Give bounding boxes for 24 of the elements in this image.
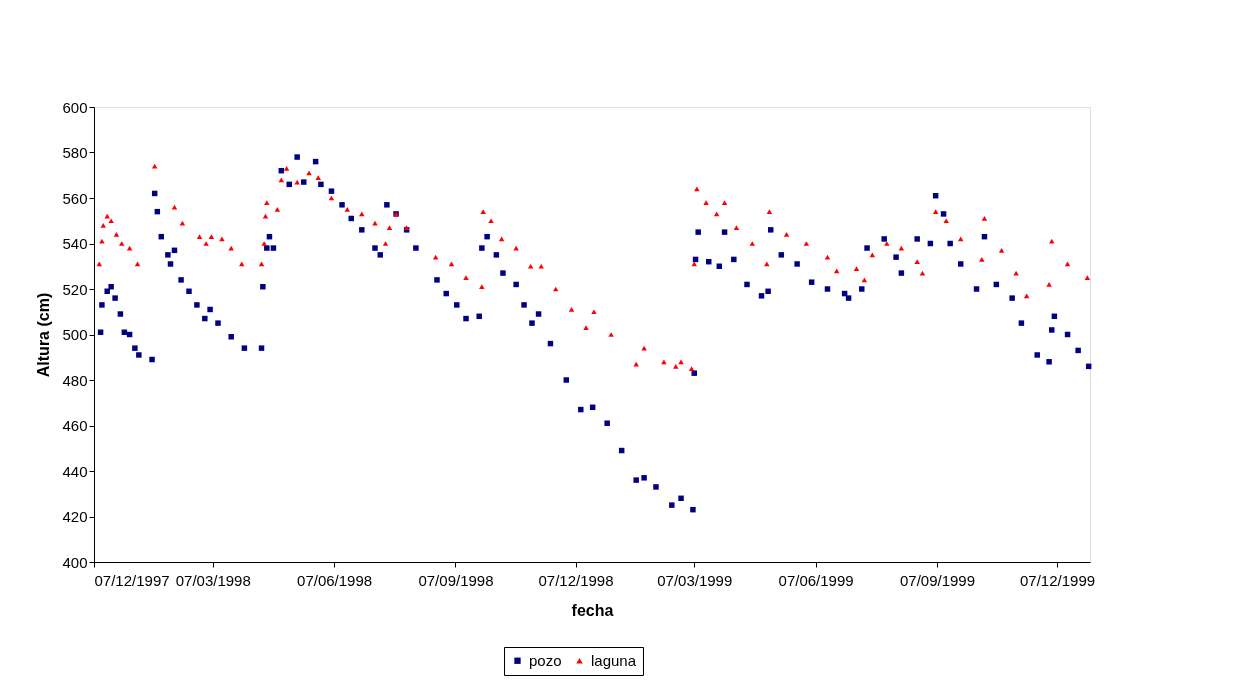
x-tick-label: 07/06/1998	[297, 571, 373, 589]
y-tick-label: 460	[62, 417, 88, 434]
x-tick-label: 07/09/1999	[899, 571, 976, 589]
y-tick-label: 540	[62, 235, 88, 252]
y-tick-label: 520	[62, 280, 88, 298]
y-tick-label: 420	[62, 508, 88, 525]
y-tick-label: 440	[62, 462, 88, 480]
y-tick-label: 400	[62, 553, 88, 571]
x-tick-label: 07/09/1998	[418, 571, 494, 589]
y-tick-label: 560	[62, 189, 88, 207]
x-axis-title: fecha	[571, 601, 614, 619]
legend-label: pozo	[529, 651, 562, 669]
x-tick-label: 07/03/1998	[175, 571, 251, 589]
legend-label: laguna	[591, 651, 637, 669]
y-tick-label: 600	[62, 98, 88, 116]
y-tick-label: 580	[62, 144, 88, 161]
x-tick-label: 07/12/1999	[1019, 571, 1096, 589]
x-tick-label: 07/12/1998	[538, 571, 614, 589]
x-tick-label: 07/03/1999	[657, 571, 733, 589]
y-tick-label: 500	[62, 326, 88, 343]
x-tick-label: 07/12/1997	[94, 571, 170, 589]
x-tick-label: 07/06/1999	[778, 571, 854, 589]
y-tick-label: 480	[62, 371, 88, 389]
y-axis-title: Altura (cm)	[35, 292, 53, 378]
